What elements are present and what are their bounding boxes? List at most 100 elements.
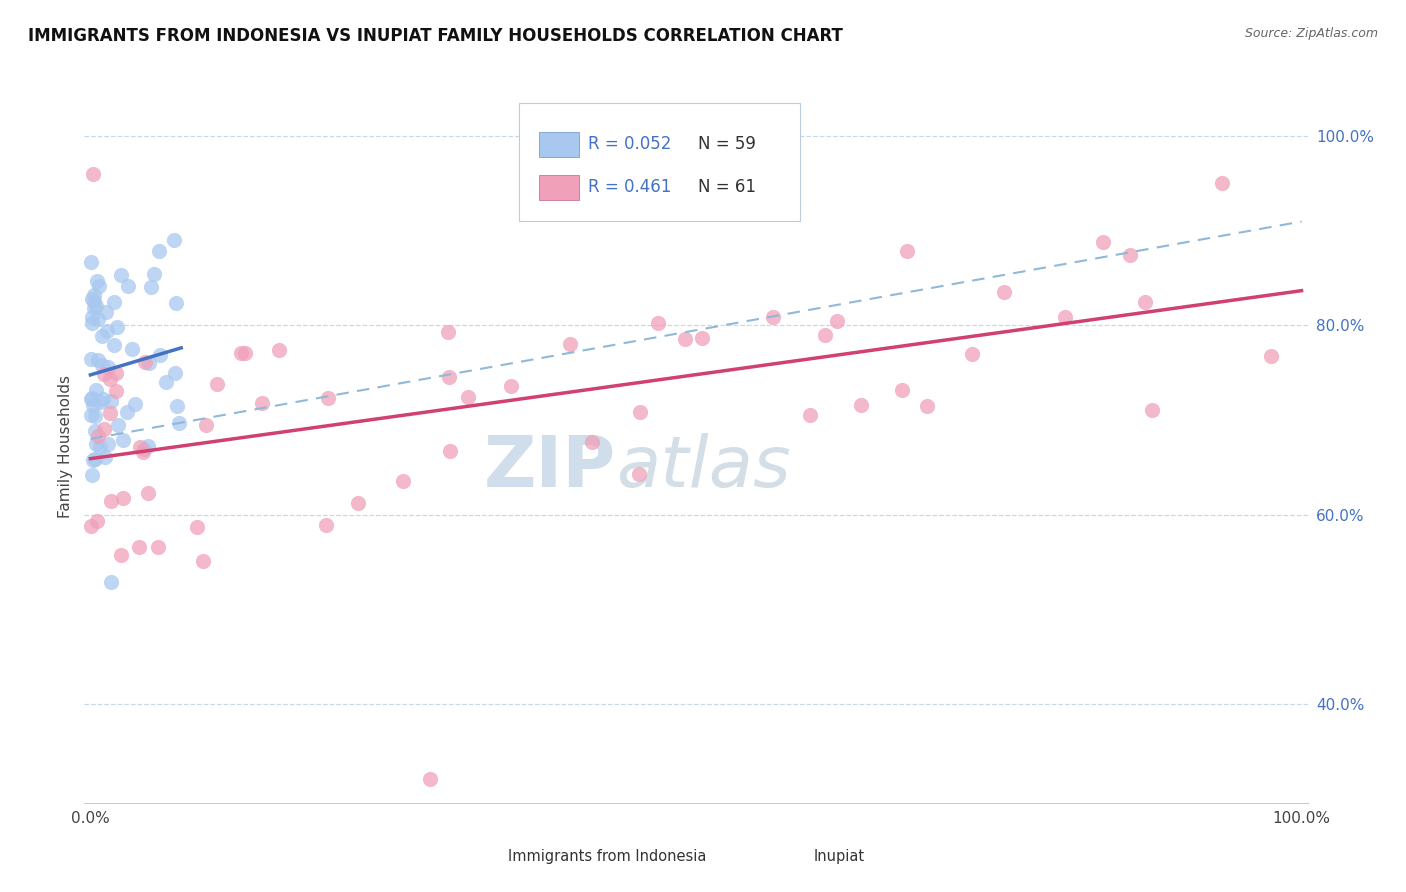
Point — [86, 429, 108, 443]
Point — [132, 442, 155, 456]
Text: Source: ZipAtlas.com: Source: ZipAtlas.com — [1244, 27, 1378, 40]
Point — [80, 409, 103, 423]
Point — [86, 514, 108, 528]
FancyBboxPatch shape — [519, 103, 800, 221]
Point — [128, 541, 150, 555]
Point — [316, 391, 339, 405]
Point — [205, 377, 228, 392]
Point — [558, 337, 581, 351]
Point — [165, 366, 187, 380]
Point — [89, 395, 111, 409]
Bar — [475, 847, 501, 865]
Point — [139, 280, 162, 294]
Point — [84, 383, 107, 397]
Point — [136, 485, 159, 500]
Text: IMMIGRANTS FROM INDONESIA VS INUPIAT FAMILY HOUSEHOLDS CORRELATION CHART: IMMIGRANTS FROM INDONESIA VS INUPIAT FAM… — [28, 27, 844, 45]
Point — [134, 355, 156, 369]
Point — [112, 491, 135, 506]
Point — [436, 326, 458, 340]
Point — [84, 299, 107, 313]
Point — [194, 418, 217, 433]
Point — [165, 296, 187, 310]
Point — [80, 467, 103, 482]
Point — [115, 405, 138, 419]
Point — [814, 328, 837, 343]
Text: ZIP: ZIP — [484, 433, 616, 502]
Point — [100, 393, 122, 408]
Text: N = 59: N = 59 — [699, 136, 756, 153]
Point — [673, 332, 696, 346]
Point — [87, 278, 110, 293]
Point — [100, 574, 122, 589]
Point — [163, 233, 186, 247]
Point — [80, 351, 103, 366]
Point — [628, 404, 651, 418]
Point — [1211, 177, 1233, 191]
Point — [437, 370, 460, 384]
Point — [233, 346, 256, 360]
Point — [83, 301, 105, 315]
Bar — [540, 175, 578, 200]
Point — [83, 451, 105, 466]
Point — [124, 397, 146, 411]
Point — [315, 517, 337, 532]
Point — [131, 445, 153, 459]
Point — [84, 437, 107, 451]
Point — [890, 384, 912, 398]
Point — [97, 437, 120, 451]
Point — [83, 293, 105, 308]
Point — [799, 408, 821, 422]
Point — [690, 331, 713, 345]
Point — [136, 439, 159, 453]
Bar — [540, 132, 578, 157]
Point — [82, 167, 104, 181]
Point — [104, 366, 127, 380]
Point — [1140, 402, 1163, 417]
Point — [457, 390, 479, 404]
Point — [148, 244, 170, 258]
Point — [79, 255, 101, 269]
Point — [849, 398, 872, 412]
Point — [191, 554, 214, 568]
Point — [138, 356, 160, 370]
Point — [96, 359, 118, 374]
Bar — [782, 847, 806, 865]
Point — [762, 310, 785, 325]
Point — [267, 343, 290, 357]
Point — [110, 268, 132, 282]
Text: R = 0.461: R = 0.461 — [588, 178, 672, 196]
Text: Inupiat: Inupiat — [814, 849, 865, 863]
Point — [146, 540, 169, 554]
Point — [90, 329, 112, 343]
Point — [392, 474, 415, 488]
Point — [94, 304, 117, 318]
Point — [103, 338, 125, 352]
Point — [117, 279, 139, 293]
Point — [231, 346, 253, 360]
Point — [89, 440, 111, 454]
Point — [91, 392, 114, 407]
Point — [1118, 247, 1140, 261]
Point — [499, 379, 522, 393]
Point — [896, 244, 918, 258]
Y-axis label: Family Households: Family Households — [58, 375, 73, 517]
Point — [94, 450, 117, 464]
Point — [110, 548, 132, 562]
Point — [107, 417, 129, 432]
Point — [91, 358, 114, 372]
Point — [83, 409, 105, 423]
Point — [167, 416, 190, 430]
Point — [825, 314, 848, 328]
Point — [87, 352, 110, 367]
Point — [84, 425, 107, 439]
Point — [962, 347, 984, 361]
Point — [86, 274, 108, 288]
Point — [1054, 310, 1077, 324]
Point — [149, 348, 172, 362]
Point — [80, 518, 103, 533]
Point — [346, 495, 368, 509]
Point — [80, 392, 103, 406]
Point — [627, 467, 650, 481]
Point — [155, 375, 177, 389]
Point — [105, 384, 128, 399]
